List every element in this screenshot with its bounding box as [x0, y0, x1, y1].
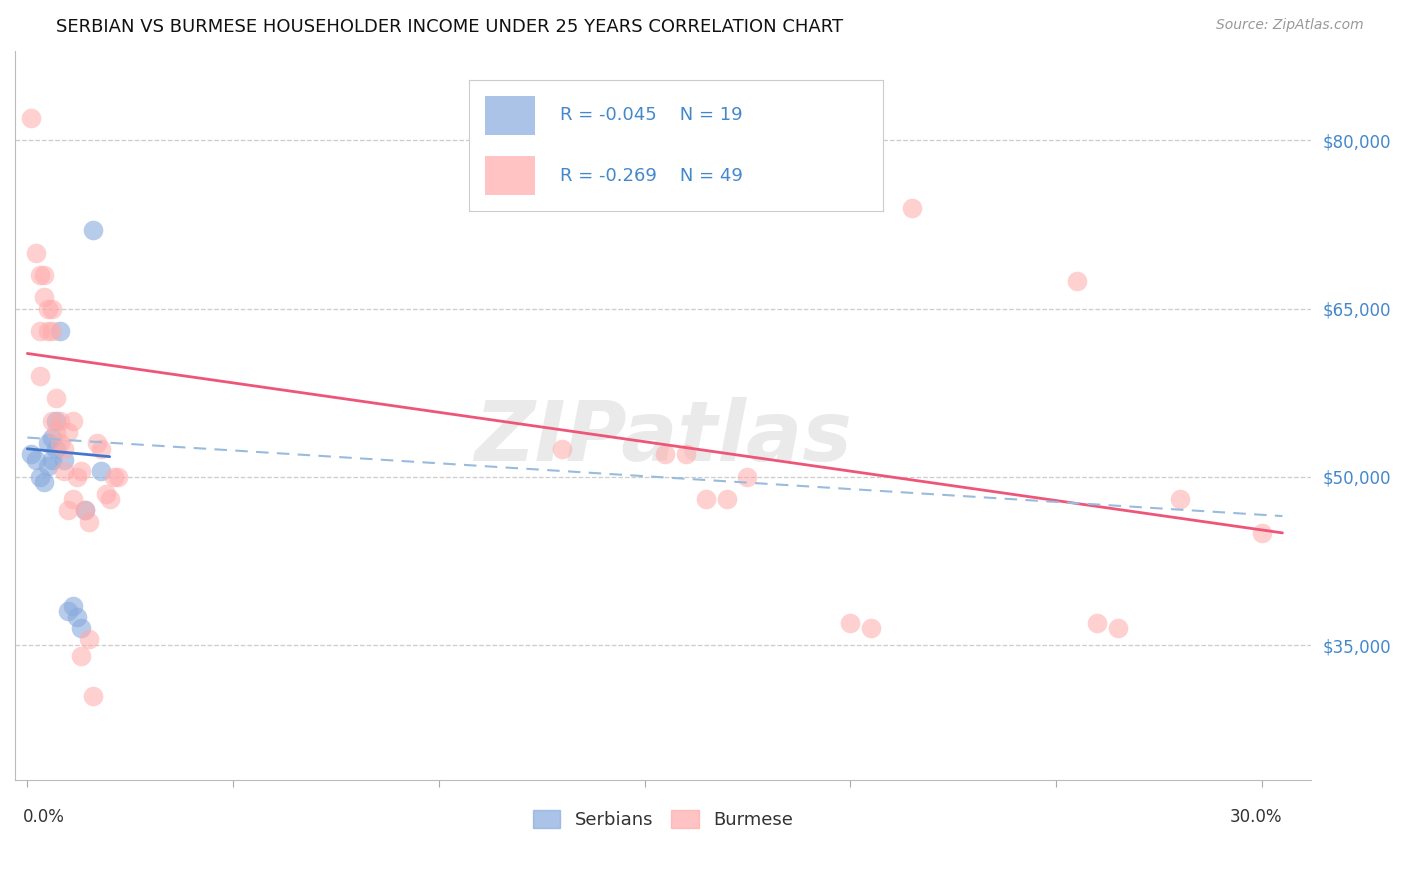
Point [45, 414, 67, 428]
Point [49, 414, 72, 428]
Point [49, 436, 72, 450]
Point [58, 425, 80, 439]
Point [94, 486, 117, 500]
Text: 0.0%: 0.0% [24, 807, 65, 826]
Point [90, 464, 112, 478]
Point [24, 453, 46, 467]
Point [73, 503, 96, 517]
Point [73, 503, 96, 517]
Point [41, 431, 63, 445]
Point [53, 442, 76, 456]
Point [37, 324, 59, 338]
Point [77, 632, 100, 647]
Point [45, 392, 67, 406]
Point [45, 442, 67, 456]
Point [37, 458, 59, 473]
Point [716, 492, 738, 507]
Point [675, 447, 697, 461]
Point [53, 464, 76, 478]
Text: Source: ZipAtlas.com: Source: ZipAtlas.com [1216, 18, 1364, 32]
Point [20, 447, 42, 461]
Point [1168, 492, 1191, 507]
Text: 30.0%: 30.0% [1230, 807, 1282, 826]
Point [1085, 615, 1108, 630]
Point [41, 414, 63, 428]
Legend: Serbians, Burmese: Serbians, Burmese [526, 803, 800, 836]
Point [28, 470, 51, 484]
Point [49, 324, 72, 338]
Point [69, 649, 91, 664]
Point [654, 447, 676, 461]
Point [103, 470, 125, 484]
Text: ZIPatlas: ZIPatlas [474, 397, 852, 477]
Point [737, 470, 759, 484]
Point [32, 475, 55, 490]
Point [901, 201, 924, 215]
Point [20, 111, 42, 125]
Point [66, 610, 89, 624]
Point [58, 604, 80, 618]
Point [41, 324, 63, 338]
Point [839, 615, 862, 630]
Point [82, 689, 104, 703]
Point [41, 453, 63, 467]
Point [58, 503, 80, 517]
Point [32, 268, 55, 282]
Point [28, 368, 51, 383]
Point [82, 223, 104, 237]
Point [62, 599, 84, 613]
Point [551, 442, 574, 456]
Point [1066, 274, 1088, 288]
Point [98, 492, 121, 507]
Point [37, 301, 59, 316]
Point [32, 290, 55, 304]
Point [53, 453, 76, 467]
Point [86, 436, 108, 450]
Point [45, 425, 67, 439]
Point [77, 515, 100, 529]
Point [1107, 621, 1129, 635]
Point [62, 414, 84, 428]
Point [28, 324, 51, 338]
Point [41, 301, 63, 316]
Point [90, 442, 112, 456]
Point [695, 492, 717, 507]
Point [37, 436, 59, 450]
Point [69, 464, 91, 478]
Point [28, 268, 51, 282]
Point [62, 492, 84, 507]
Point [1250, 525, 1272, 540]
Point [66, 470, 89, 484]
Point [69, 621, 91, 635]
Point [107, 470, 129, 484]
Text: SERBIAN VS BURMESE HOUSEHOLDER INCOME UNDER 25 YEARS CORRELATION CHART: SERBIAN VS BURMESE HOUSEHOLDER INCOME UN… [56, 18, 844, 36]
Point [24, 245, 46, 260]
Point [859, 621, 882, 635]
